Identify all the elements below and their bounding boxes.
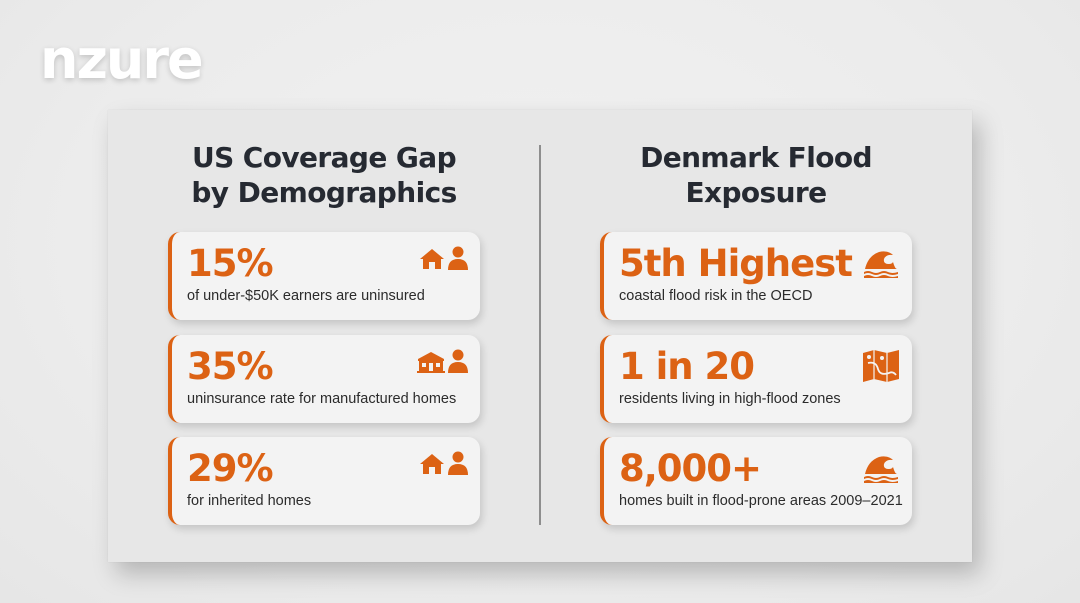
stat-value: 29% bbox=[187, 447, 274, 490]
wave-icon bbox=[864, 456, 898, 483]
stat-description: residents living in high-flood zones bbox=[619, 391, 841, 407]
column-divider bbox=[539, 145, 541, 525]
person-icon bbox=[448, 349, 468, 373]
stat-description: of under-$50K earners are uninsured bbox=[187, 288, 425, 304]
house-icon bbox=[420, 454, 444, 474]
wave-icon bbox=[864, 251, 898, 278]
stat-card: 5th Highest coastal flood risk in the OE… bbox=[600, 232, 912, 320]
stat-card: 15% of under-$50K earners are uninsured bbox=[168, 232, 480, 320]
stat-description: homes built in flood-prone areas 2009–20… bbox=[619, 493, 903, 509]
manufactured-home-icon bbox=[417, 352, 445, 373]
stat-value: 8,000+ bbox=[619, 447, 762, 490]
stat-card: 1 in 20 residents living in high-flood z… bbox=[600, 335, 912, 423]
map-icon bbox=[863, 350, 899, 382]
person-icon bbox=[448, 246, 468, 270]
column-title: Denmark Flood Exposure bbox=[560, 140, 952, 210]
stat-value: 35% bbox=[187, 345, 274, 388]
stat-description: coastal flood risk in the OECD bbox=[619, 288, 813, 304]
title-line-2: Exposure bbox=[685, 176, 827, 209]
stat-value: 5th Highest bbox=[619, 242, 853, 285]
infographic-panel: US Coverage Gap by Demographics 15% of u… bbox=[108, 110, 972, 562]
stat-description: uninsurance rate for manufactured homes bbox=[187, 391, 457, 407]
stat-value: 15% bbox=[187, 242, 274, 285]
stat-description: for inherited homes bbox=[187, 493, 312, 509]
stat-card: 8,000+ homes built in flood-prone areas … bbox=[600, 437, 912, 525]
title-line-1: US Coverage Gap bbox=[191, 141, 457, 174]
stat-card: 29% for inherited homes bbox=[168, 437, 480, 525]
brand-logo: nzure bbox=[40, 28, 204, 91]
person-icon bbox=[448, 451, 468, 475]
title-line-2: by Demographics bbox=[191, 176, 457, 209]
house-icon bbox=[420, 249, 444, 269]
stat-card: 35% uninsurance rate for manufactured ho… bbox=[168, 335, 480, 423]
title-line-1: Denmark Flood bbox=[640, 141, 872, 174]
stat-value: 1 in 20 bbox=[619, 345, 755, 388]
column-title: US Coverage Gap by Demographics bbox=[128, 140, 520, 210]
